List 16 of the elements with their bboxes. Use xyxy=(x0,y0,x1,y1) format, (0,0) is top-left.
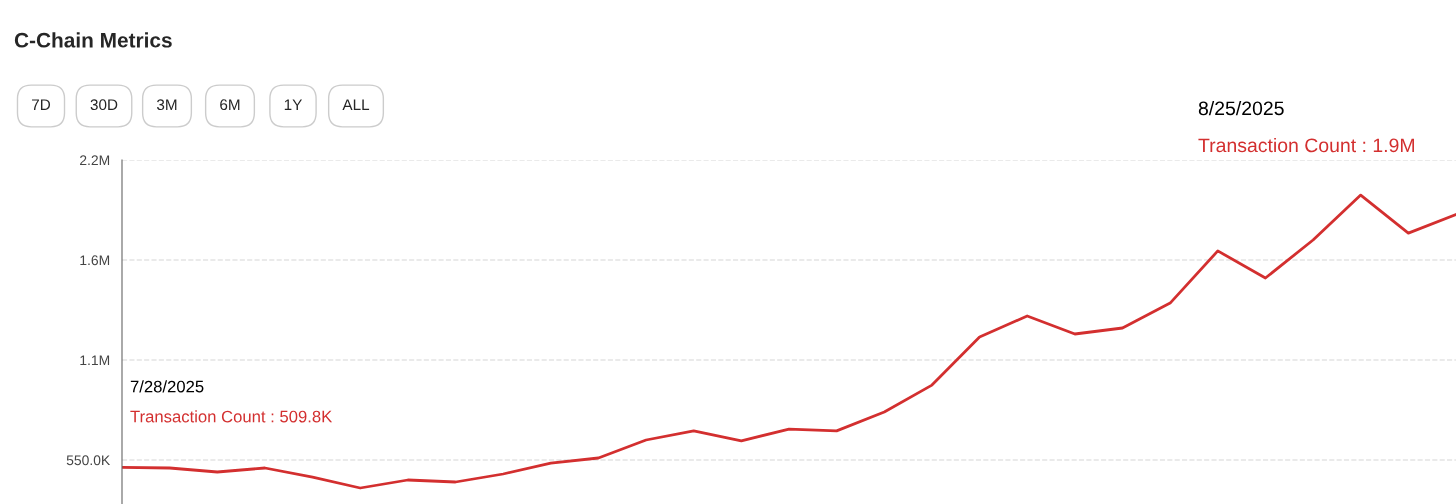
line-series xyxy=(122,193,1456,490)
text: 8/25/2025 xyxy=(1198,100,1284,116)
y-tick-label: 1.1M xyxy=(80,355,110,366)
y-tick-label: 2.2M xyxy=(80,155,110,166)
text: 1Y xyxy=(284,99,303,110)
annotation: Transaction Count : 509.8K xyxy=(130,410,333,423)
chart-title: C-Chain Metrics xyxy=(14,32,172,48)
text: 3M xyxy=(156,99,177,111)
text: ALL xyxy=(342,99,370,110)
text: 6M xyxy=(220,99,240,111)
y-tick-label: 550.0K xyxy=(66,455,111,466)
text: Transaction Count : 1.9M xyxy=(1198,137,1414,153)
text: 30D xyxy=(90,99,118,111)
annotation: 7/28/2025 xyxy=(130,380,204,393)
y-tick-label: 1.6M xyxy=(80,255,110,266)
text: 7D xyxy=(32,99,51,110)
